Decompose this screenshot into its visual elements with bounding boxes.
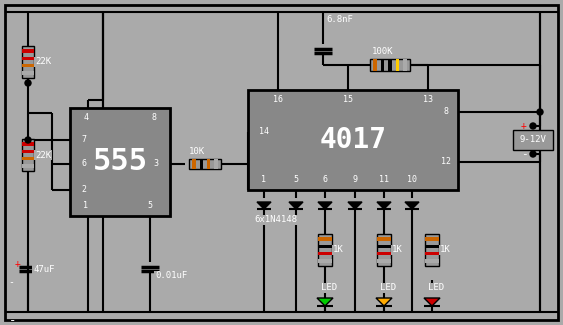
- Text: 16: 16: [273, 96, 283, 105]
- Text: 8: 8: [151, 113, 157, 123]
- Polygon shape: [318, 202, 332, 209]
- Bar: [248, 90, 458, 190]
- Bar: [425, 234, 439, 266]
- Circle shape: [25, 137, 31, 143]
- Bar: [214, 159, 218, 169]
- Text: +: +: [15, 259, 21, 269]
- Bar: [318, 252, 332, 255]
- Text: 5: 5: [293, 176, 298, 185]
- Text: 1K: 1K: [333, 245, 344, 254]
- Text: LED: LED: [428, 283, 444, 292]
- Circle shape: [25, 80, 31, 86]
- Text: 6.8nF: 6.8nF: [326, 16, 353, 24]
- Text: 4017: 4017: [319, 126, 387, 154]
- Bar: [403, 59, 406, 71]
- Text: 0.01uF: 0.01uF: [155, 271, 187, 280]
- Text: 4: 4: [83, 113, 88, 123]
- Text: LED: LED: [321, 283, 337, 292]
- Text: 2: 2: [82, 186, 87, 194]
- Bar: [370, 59, 410, 71]
- Polygon shape: [377, 202, 391, 209]
- Bar: [22, 57, 34, 60]
- Bar: [373, 59, 377, 71]
- Text: 8: 8: [444, 108, 449, 116]
- Polygon shape: [348, 202, 362, 209]
- Circle shape: [530, 151, 536, 157]
- Text: 11: 11: [379, 176, 389, 185]
- Text: 12: 12: [441, 158, 451, 166]
- Bar: [377, 237, 391, 241]
- Bar: [199, 159, 203, 169]
- Text: 555: 555: [92, 148, 148, 176]
- Bar: [513, 130, 553, 150]
- Text: 9: 9: [352, 176, 358, 185]
- Text: 1: 1: [261, 176, 266, 185]
- Text: 13: 13: [423, 96, 433, 105]
- Text: 10K: 10K: [189, 148, 205, 157]
- Text: 15: 15: [343, 96, 353, 105]
- Polygon shape: [257, 202, 271, 209]
- Text: 1K: 1K: [392, 245, 403, 254]
- Bar: [425, 259, 439, 263]
- Text: -: -: [8, 277, 14, 287]
- Text: 22K: 22K: [35, 150, 51, 160]
- Bar: [189, 159, 221, 169]
- Text: 6: 6: [323, 176, 328, 185]
- Text: 47uF: 47uF: [33, 266, 55, 275]
- Polygon shape: [317, 298, 333, 306]
- Bar: [318, 237, 332, 241]
- Text: 14: 14: [259, 127, 269, 136]
- Text: 1K: 1K: [440, 245, 451, 254]
- Text: 1: 1: [83, 202, 88, 211]
- Bar: [381, 59, 385, 71]
- Text: 10: 10: [407, 176, 417, 185]
- Bar: [193, 159, 196, 169]
- Bar: [318, 259, 332, 263]
- Bar: [22, 64, 34, 67]
- Bar: [22, 142, 34, 146]
- Text: -: -: [521, 149, 528, 159]
- Circle shape: [530, 123, 536, 129]
- Bar: [70, 108, 170, 216]
- Bar: [22, 46, 34, 78]
- Text: 6x1N4148: 6x1N4148: [254, 215, 297, 225]
- Bar: [425, 252, 439, 255]
- Bar: [377, 252, 391, 255]
- Text: 22K: 22K: [35, 58, 51, 67]
- Text: LED: LED: [380, 283, 396, 292]
- Bar: [22, 139, 34, 171]
- Text: 3: 3: [154, 160, 159, 168]
- Text: +: +: [521, 121, 527, 131]
- Polygon shape: [405, 202, 419, 209]
- Text: 100K: 100K: [372, 46, 394, 56]
- Bar: [377, 245, 391, 248]
- Bar: [22, 49, 34, 53]
- Bar: [396, 59, 399, 71]
- Bar: [377, 259, 391, 263]
- Text: 7: 7: [82, 136, 87, 145]
- Polygon shape: [376, 298, 392, 306]
- Polygon shape: [424, 298, 440, 306]
- Bar: [22, 71, 34, 75]
- Bar: [425, 237, 439, 241]
- Bar: [425, 245, 439, 248]
- Text: 6: 6: [82, 160, 87, 168]
- Circle shape: [537, 109, 543, 115]
- Bar: [318, 245, 332, 248]
- Polygon shape: [289, 202, 303, 209]
- Bar: [388, 59, 392, 71]
- Text: 5: 5: [148, 202, 153, 211]
- Text: 9-12V: 9-12V: [520, 136, 547, 145]
- Text: -: -: [9, 315, 17, 325]
- Bar: [22, 150, 34, 153]
- Bar: [207, 159, 211, 169]
- Bar: [318, 234, 332, 266]
- Bar: [377, 234, 391, 266]
- Bar: [22, 157, 34, 160]
- Bar: [22, 164, 34, 168]
